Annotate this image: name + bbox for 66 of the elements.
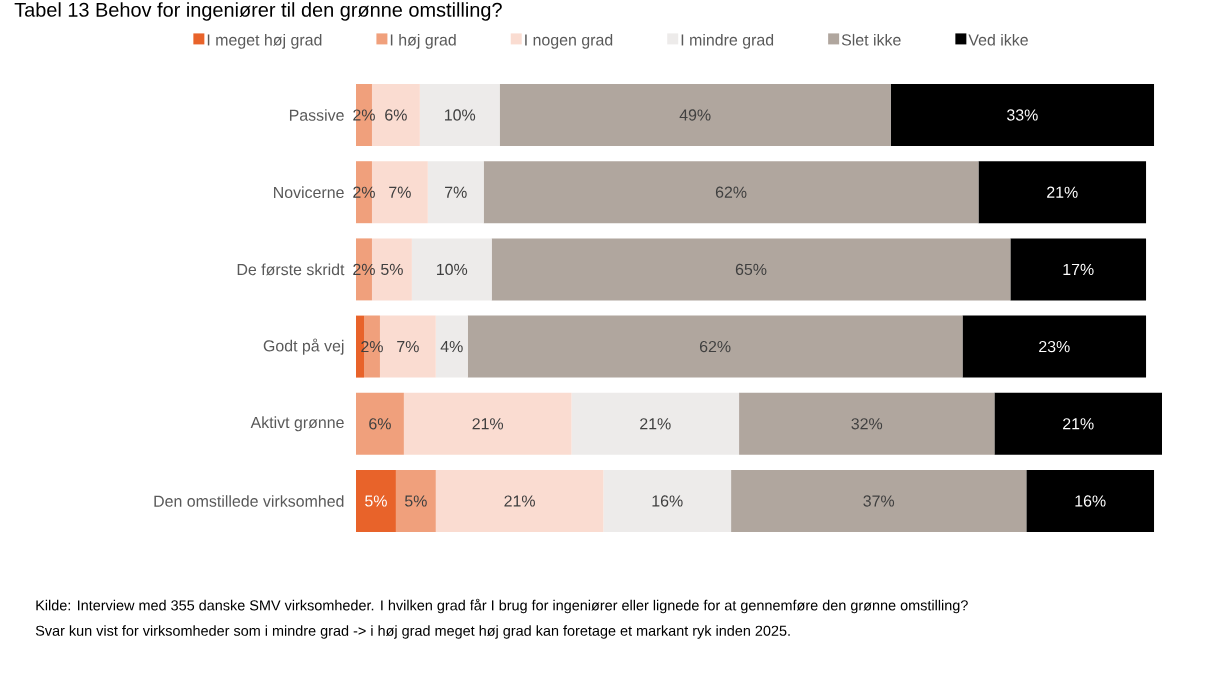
data-label: 5%: [365, 495, 387, 507]
data-label: 10%: [437, 263, 468, 276]
y-tick-label: Passive: [289, 109, 344, 121]
text: Kilde: Interview med 355 danske SMV virksomheder. I hvilken grad får I brug for ingeniører eller lignede for at gennemføre den grønne omstilling?: [36, 598, 968, 614]
bar: [483, 161, 979, 224]
data-label: 21%: [1063, 418, 1094, 430]
bar: [467, 315, 963, 378]
data-label: 37%: [863, 495, 895, 507]
bar: [419, 84, 500, 146]
bar: [1010, 238, 1147, 301]
bar: [962, 315, 1147, 378]
y-tick-label: De første skridt: [237, 263, 345, 276]
bar: [435, 315, 468, 378]
data-label: 16%: [652, 495, 683, 507]
legend-label: I meget høj grad: [207, 33, 322, 49]
bar: [356, 470, 396, 532]
data-label: 65%: [735, 263, 767, 276]
data-label: 7%: [389, 186, 411, 198]
data-label: 6%: [385, 109, 407, 121]
bar: [731, 470, 1027, 532]
bar: [890, 84, 1155, 146]
data-label: 62%: [715, 186, 747, 198]
chart-title: Tabel 13 Behov for ingeniører til den grønne omstilling?: [14, 2, 502, 21]
legend-label: Ved ikke: [968, 33, 1028, 46]
data-label: 62%: [699, 340, 731, 353]
bar: [411, 238, 492, 301]
data-label: 32%: [851, 418, 883, 430]
y-tick-label: Aktivt grønne: [250, 416, 344, 432]
data-label: 6%: [369, 418, 391, 430]
bar: [395, 470, 436, 532]
legend-label: I nogen grad: [525, 33, 613, 49]
data-label: 7%: [397, 341, 419, 353]
bar: [571, 392, 740, 455]
bar: [403, 392, 572, 455]
data-label: 16%: [1075, 495, 1106, 507]
data-label: 2%: [361, 340, 383, 353]
data-label: 33%: [1007, 109, 1038, 121]
data-label: 4%: [440, 341, 463, 353]
y-tick-label: Novicerne: [274, 186, 344, 199]
bar: [491, 238, 1011, 301]
y-tick-label: Godt på vej: [263, 338, 344, 355]
data-label: 49%: [679, 109, 711, 121]
bar: [435, 470, 604, 532]
bar: [1026, 470, 1155, 532]
data-label: 21%: [504, 495, 535, 507]
data-label: 7%: [445, 186, 467, 198]
bar: [356, 392, 404, 455]
data-label: 21%: [472, 418, 504, 430]
data-label: 23%: [1039, 340, 1070, 353]
legend-label: I høj grad: [390, 33, 456, 49]
legend-label: I mindre grad: [681, 33, 774, 49]
text: Svar kun vist for virksomheder som i mindre grad -> i høj grad meget høj grad kan foretage et markant ryk inden 2025.: [35, 625, 790, 639]
data-label: 21%: [1047, 186, 1078, 198]
y-tick-label: Den omstillede virksomhed: [154, 495, 344, 507]
bar: [603, 470, 732, 532]
data-label: 21%: [640, 418, 671, 430]
bar: [427, 161, 484, 224]
data-label: 5%: [404, 495, 427, 507]
data-label: 17%: [1063, 263, 1094, 275]
legend-label: Slet ikke: [841, 33, 901, 46]
data-label: 10%: [445, 109, 476, 121]
bar: [739, 392, 995, 455]
data-label: 5%: [381, 263, 403, 275]
bar: [978, 161, 1147, 224]
bar: [499, 84, 891, 146]
bar: [994, 392, 1163, 455]
